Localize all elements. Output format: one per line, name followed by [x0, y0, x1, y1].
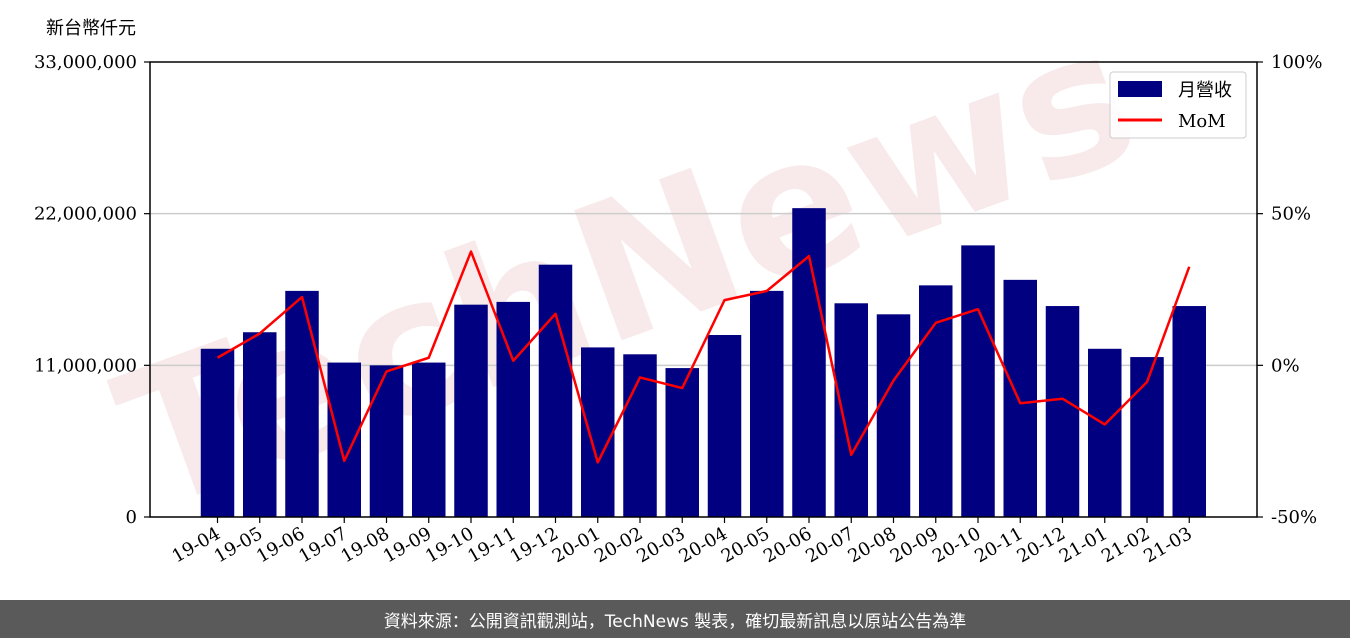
y-right-tick-label: 50% — [1271, 204, 1311, 225]
bar — [792, 208, 826, 517]
plot-frame — [149, 61, 1258, 518]
bar — [1172, 306, 1206, 517]
bar — [454, 304, 488, 517]
bar — [1003, 279, 1037, 517]
bar — [1045, 306, 1080, 517]
legend-bar-swatch — [1118, 81, 1162, 97]
bar — [961, 245, 995, 517]
bar — [243, 332, 277, 517]
footer-text: 資料來源：公開資訊觀測站，TechNews 製表，確切最新訊息以原站公告為準 — [383, 611, 967, 632]
legend-label-revenue: 月營收 — [1178, 80, 1232, 101]
y-axis-unit-label: 新台幣仟元 — [46, 18, 136, 39]
bar — [707, 335, 742, 517]
x-tick-label: 21-03 — [1140, 523, 1195, 567]
y-left-tick-label: 11,000,000 — [34, 355, 137, 376]
bar — [834, 303, 868, 517]
y-right-tick-label: 0% — [1271, 355, 1300, 376]
bar — [581, 347, 615, 517]
bar — [369, 365, 404, 517]
bar — [496, 301, 530, 517]
bar — [200, 348, 235, 517]
bar — [876, 314, 911, 517]
bar — [412, 362, 446, 517]
bar — [327, 362, 361, 517]
y-right-tick-label: -50% — [1271, 507, 1317, 528]
revenue-chart: TechNews011,000,00022,000,00033,000,000-… — [34, 0, 1323, 567]
bar — [1088, 348, 1122, 517]
y-left-tick-label: 22,000,000 — [34, 204, 137, 225]
bar — [665, 368, 699, 517]
y-right-tick-label: 100% — [1271, 52, 1322, 73]
legend: 月營收 MoM — [1109, 71, 1247, 139]
y-left-tick-label: 33,000,000 — [34, 52, 137, 73]
legend-label-mom: MoM — [1178, 111, 1226, 132]
y-left-tick-label: 0 — [126, 507, 137, 528]
bar — [750, 290, 784, 517]
mom-line — [216, 250, 1191, 464]
bar — [285, 290, 319, 517]
source-footer: 資料來源：公開資訊觀測站，TechNews 製表，確切最新訊息以原站公告為準 — [0, 600, 1350, 638]
bar — [538, 264, 573, 517]
